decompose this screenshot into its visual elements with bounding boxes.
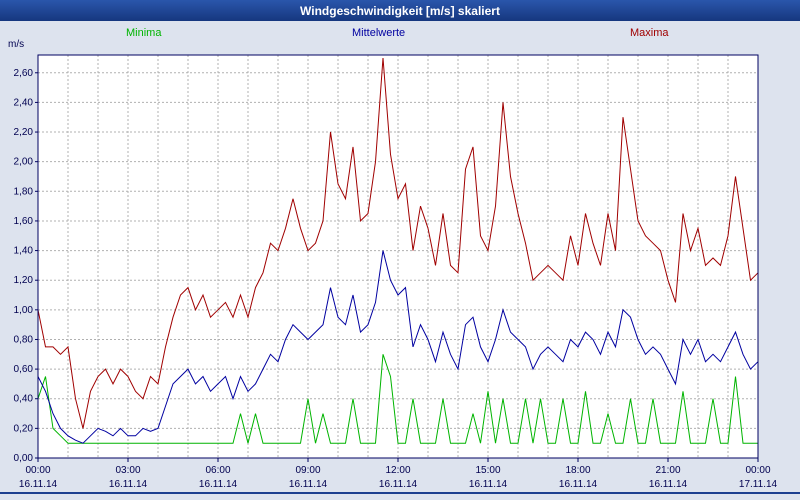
y-tick-label: 0,40 (14, 394, 34, 405)
bottom-divider (0, 492, 800, 494)
legend-maxima: Maxima (630, 27, 669, 39)
x-tick-time-label: 00:00 (745, 465, 770, 476)
title-bar: Windgeschwindigkeit [m/s] skaliert (0, 0, 800, 21)
x-tick-date-label: 16.11.14 (379, 479, 418, 490)
x-tick-time-label: 12:00 (385, 465, 410, 476)
x-tick-date-label: 16.11.14 (109, 479, 148, 490)
x-tick-time-label: 09:00 (295, 465, 320, 476)
x-tick-date-label: 16.11.14 (649, 479, 688, 490)
y-tick-label: 0,60 (14, 364, 34, 375)
y-tick-label: 1,80 (14, 186, 34, 197)
x-tick-date-label: 16.11.14 (199, 479, 238, 490)
x-tick-time-label: 15:00 (475, 465, 500, 476)
y-tick-label: 2,60 (14, 68, 34, 79)
x-tick-time-label: 03:00 (115, 465, 140, 476)
window-title: Windgeschwindigkeit [m/s] skaliert (300, 3, 500, 18)
y-tick-label: 1,60 (14, 216, 34, 227)
y-tick-label: 0,80 (14, 334, 34, 345)
y-tick-label: 0,20 (14, 423, 34, 434)
y-axis: 0,00 0,20 0,40 0,60 0,80 1,00 1,20 1,40 1,60 1,80… (14, 68, 38, 464)
y-tick-label: 2,00 (14, 157, 34, 168)
x-tick-date-label: 16.11.14 (469, 479, 508, 490)
y-tick-label: 1,40 (14, 246, 34, 257)
x-axis: 00:00 16.11.14 03:00 16.11.14 06:00 16.11.14 0… (19, 458, 778, 490)
x-tick-date-label: 16.11.14 (289, 479, 328, 490)
y-axis-unit-label: m/s (8, 39, 25, 50)
legend-mittelwerte: Mittelwerte (352, 27, 406, 39)
x-tick-time-label: 18:00 (565, 465, 590, 476)
series-line-maxima (37, 57, 759, 429)
series-line-mittelwerte (37, 250, 759, 444)
x-tick-time-label: 21:00 (655, 465, 680, 476)
gridlines (38, 55, 758, 458)
y-tick-label: 0,00 (14, 453, 34, 464)
series-line-minima (37, 354, 758, 444)
x-tick-date-label: 16.11.14 (559, 479, 598, 490)
y-tick-label: 1,20 (14, 275, 34, 286)
legend-minima: Minima (126, 27, 162, 39)
x-tick-time-label: 06:00 (205, 465, 230, 476)
y-tick-label: 2,40 (14, 97, 34, 108)
y-tick-label: 2,20 (14, 127, 34, 138)
x-tick-date-label: 17.11.14 (739, 479, 778, 490)
x-tick-time-label: 00:00 (25, 465, 50, 476)
y-tick-label: 1,00 (14, 305, 34, 316)
x-tick-date-label: 16.11.14 (19, 479, 58, 490)
